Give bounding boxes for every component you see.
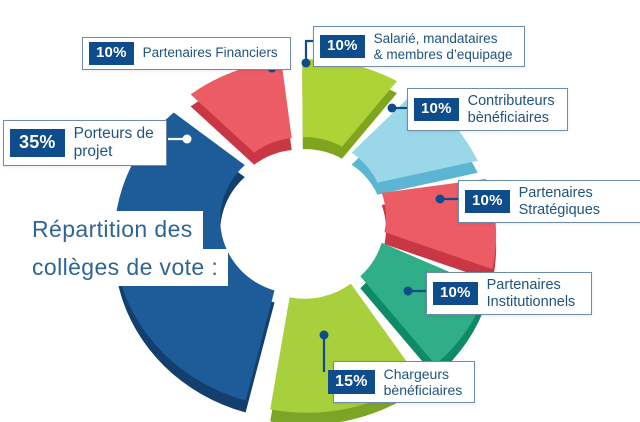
percent-badge: 15%: [328, 370, 375, 394]
percent-badge: 10%: [320, 35, 365, 58]
percent-badge: 10%: [433, 282, 478, 305]
callout-label: Partenaires Stratégiques: [518, 185, 601, 218]
leader-dot-salarie: [301, 58, 311, 68]
callout-partenaires-financiers: 10% Partenaires Financiers: [82, 37, 291, 70]
callout-label: Salarié, mandataires & membres d’equipag…: [373, 31, 513, 62]
leader-dot-contributeurs: [387, 103, 397, 113]
percent-badge: 35%: [10, 128, 65, 157]
callout-contributeurs-beneficiaires: 10% Contributeurs bènéficiaires: [407, 88, 568, 132]
callout-porteurs-de-projet: 35% Porteurs de projet: [3, 120, 167, 166]
leader-dot-institutionnels: [403, 286, 413, 296]
callout-partenaires-strategiques: 10% Partenaires Stratégiques: [458, 180, 640, 224]
callout-label: Chargeurs bènéficiaires: [383, 366, 463, 399]
leader-dot-strategiques: [435, 194, 445, 204]
callout-label: Porteurs de projet: [73, 125, 154, 160]
leader-dot-porteurs: [182, 134, 192, 144]
chart-title-line2: collèges de vote :: [22, 248, 229, 287]
callout-partenaires-institutionnels: 10% Partenaires Institutionnels: [426, 272, 593, 316]
segment-institutionnels: [360, 242, 488, 365]
percent-badge: 10%: [465, 190, 510, 213]
callout-label: Contributeurs bènéficiaires: [467, 93, 555, 126]
percent-badge: 10%: [89, 42, 134, 65]
chart-title: Répartition des collèges de vote :: [22, 211, 229, 287]
callout-label: Partenaires Institutionnels: [486, 277, 576, 310]
leader-dot-chargeurs: [319, 330, 329, 340]
segment-contributeurs: [351, 91, 478, 183]
leader-line-salarie: [304, 39, 313, 62]
callout-label: Partenaires Financiers: [142, 45, 278, 61]
chart-title-line1: Répartition des: [22, 211, 203, 249]
callout-chargeurs-beneficiaires: 15% Chargeurs bènéficiaires: [328, 361, 476, 404]
percent-badge: 10%: [414, 98, 459, 121]
segment-financiers: [190, 60, 292, 153]
segment-salarie: [302, 59, 397, 147]
callout-salarie-mandataires: 10% Salarié, mandataires & membres d’equ…: [313, 26, 526, 68]
